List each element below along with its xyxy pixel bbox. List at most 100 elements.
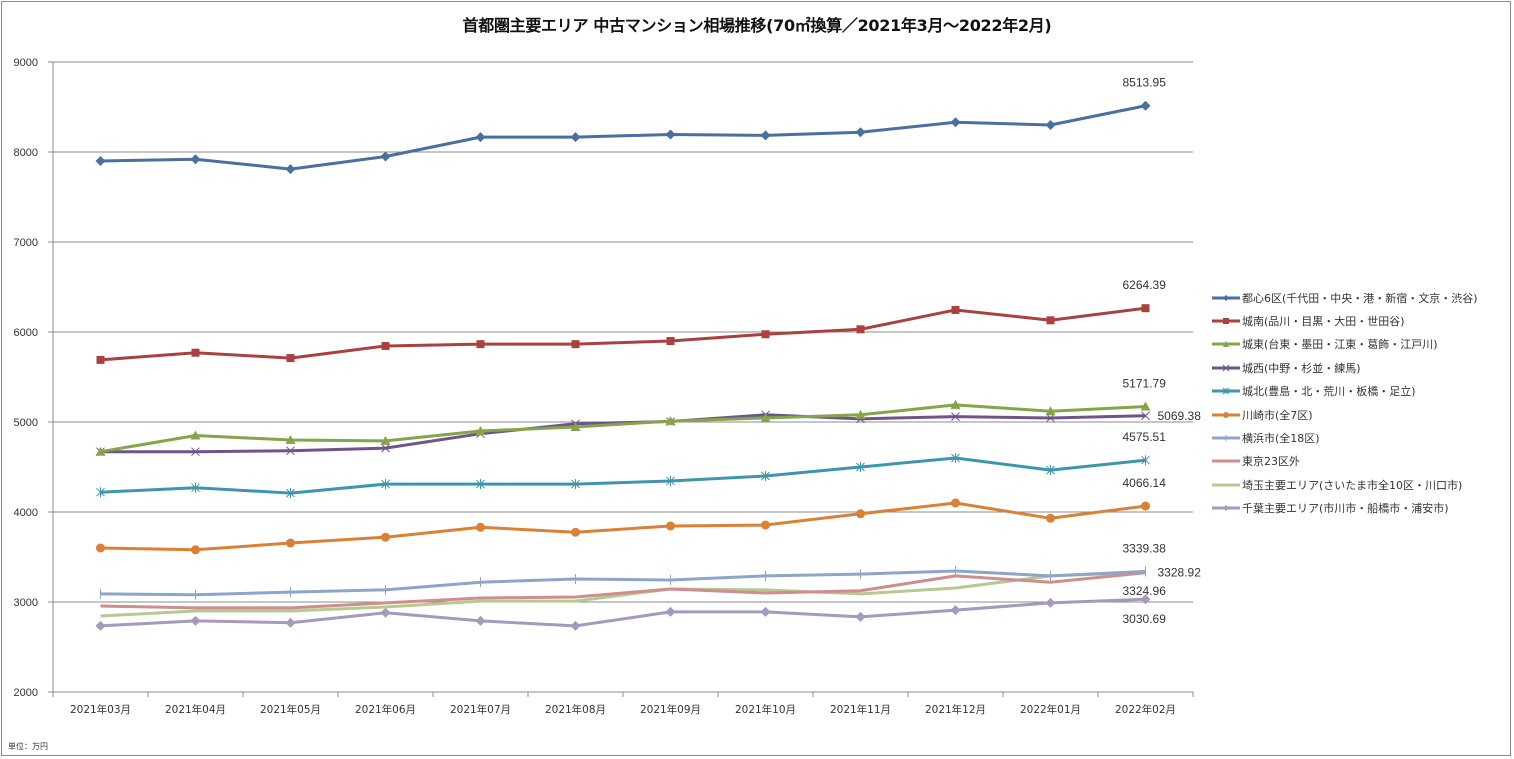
data-point-triangle	[1045, 406, 1056, 416]
data-point-triangle	[570, 421, 581, 431]
data-point-square	[286, 354, 295, 363]
legend-swatch-x	[1212, 364, 1240, 372]
data-point-square	[1046, 316, 1055, 325]
x-tick-label: 2021年10月	[735, 703, 796, 716]
data-point-diamond	[475, 615, 486, 626]
x-tick-label: 2022年01月	[1020, 703, 1081, 716]
data-point-square	[1141, 304, 1150, 313]
data-label: 3030.69	[1123, 612, 1167, 626]
legend-label: 東京23区外	[1242, 455, 1300, 469]
legend-item: 城北(豊島・北・荒川・板橋・足立)	[1212, 380, 1478, 403]
data-point-triangle	[950, 399, 961, 409]
series-line-3	[100, 403, 1146, 454]
data-point-circle	[381, 532, 390, 542]
data-point-triangle	[855, 409, 866, 419]
data-label: 3328.92	[1158, 565, 1202, 579]
legend-label: 城東(台東・墨田・江東・葛飾・江戸川)	[1242, 338, 1438, 352]
data-label: 8513.95	[1123, 76, 1167, 90]
data-point-asterisk	[381, 479, 390, 490]
data-point-circle	[951, 498, 960, 508]
legend-swatch-asterisk	[1212, 387, 1240, 395]
data-label: 4066.14	[1123, 476, 1167, 490]
series-line-9	[100, 570, 1146, 618]
data-label: 3324.96	[1123, 584, 1167, 598]
data-point-square	[571, 340, 580, 349]
x-tick-label: 2021年06月	[355, 703, 416, 716]
data-point-diamond	[475, 132, 486, 143]
data-point-asterisk	[666, 475, 675, 486]
series-line-7	[100, 569, 1146, 597]
data-point-diamond	[950, 605, 961, 616]
data-point-triangle	[190, 430, 201, 440]
data-point-circle	[96, 543, 105, 553]
data-point-asterisk	[286, 488, 295, 499]
data-point-square	[666, 337, 675, 345]
data-point-circle	[286, 538, 295, 548]
data-point-triangle	[95, 446, 106, 456]
data-point-square	[191, 348, 200, 357]
data-label: 3339.38	[1123, 541, 1167, 555]
data-point-circle	[1046, 513, 1055, 523]
data-point-diamond	[570, 132, 581, 143]
legend-item: 横浜市(全18区)	[1212, 426, 1478, 449]
y-tick-label: 6000	[14, 327, 38, 339]
data-point-asterisk	[476, 479, 485, 490]
legend-swatch-diamond	[1212, 505, 1240, 512]
legend-swatch-triangle	[1212, 341, 1240, 348]
series-line-2	[100, 306, 1146, 362]
data-label: 6264.39	[1123, 278, 1167, 292]
x-tick-label: 2021年08月	[545, 703, 606, 716]
data-point-triangle	[380, 435, 391, 445]
data-label: 5069.38	[1158, 409, 1202, 423]
data-point-square	[381, 341, 390, 350]
data-point-triangle	[285, 435, 296, 444]
x-tick-label: 2022年02月	[1115, 703, 1176, 716]
legend-item: 都心6区(千代田・中央・港・新宿・文京・渋谷)	[1212, 286, 1478, 309]
data-point-diamond	[760, 130, 771, 141]
legend-swatch-none	[1212, 459, 1240, 463]
data-point-diamond	[95, 620, 106, 631]
data-point-square	[761, 330, 770, 339]
data-point-diamond	[1045, 597, 1056, 608]
data-point-triangle	[760, 412, 771, 422]
x-tick-label: 2021年11月	[830, 703, 891, 716]
data-point-x	[951, 412, 960, 421]
data-point-square	[951, 305, 960, 314]
data-point-triangle	[1140, 401, 1151, 411]
data-point-circle	[666, 521, 675, 531]
legend-swatch-diamond	[1212, 294, 1240, 301]
series-line-10	[100, 597, 1146, 628]
data-point-diamond	[190, 615, 201, 626]
legend-item: 千葉主要エリア(市川市・船橋市・浦安市)	[1212, 497, 1478, 520]
data-point-diamond	[1045, 120, 1056, 130]
legend-label: 城北(豊島・北・荒川・板橋・足立)	[1242, 385, 1416, 399]
x-tick-label: 2021年12月	[925, 703, 986, 716]
data-point-circle	[761, 520, 770, 530]
data-point-diamond	[285, 164, 296, 175]
series-line-6	[100, 501, 1146, 552]
data-point-diamond	[380, 607, 391, 618]
x-tick-label: 2021年09月	[640, 703, 701, 716]
y-tick-label: 8000	[14, 147, 38, 159]
data-point-diamond	[95, 156, 106, 166]
legend-swatch-none	[1212, 483, 1240, 487]
y-tick-label: 7000	[14, 237, 38, 249]
y-tick-label: 4000	[14, 507, 38, 519]
series-line-4	[100, 413, 1146, 454]
data-point-asterisk	[761, 471, 770, 481]
legend-label: 城西(中野・杉並・練馬)	[1242, 361, 1361, 375]
legend-item: 城東(台東・墨田・江東・葛飾・江戸川)	[1212, 333, 1478, 356]
data-point-x	[1141, 411, 1150, 421]
data-point-circle	[1141, 501, 1150, 511]
data-point-diamond	[1140, 594, 1151, 605]
legend-label: 横浜市(全18区)	[1242, 432, 1320, 446]
legend-item: 埼玉主要エリア(さいたま市全10区・川口市)	[1212, 473, 1478, 496]
data-point-diamond	[760, 606, 771, 617]
series-line-1	[100, 104, 1146, 171]
series-line-5	[100, 456, 1146, 495]
data-point-triangle	[665, 416, 676, 426]
data-point-asterisk	[571, 479, 580, 490]
legend-item: 城西(中野・杉並・練馬)	[1212, 356, 1478, 379]
